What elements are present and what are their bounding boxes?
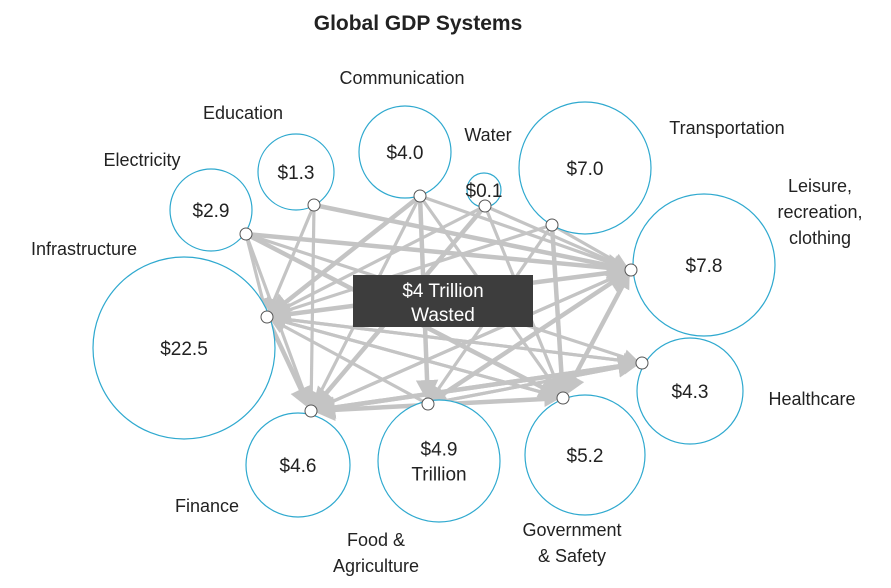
flow-arrow-education-to-finance [303, 204, 320, 409]
food-label: Food & [347, 530, 405, 550]
healthcare-bubble [636, 337, 744, 445]
leisure-label: recreation, [777, 202, 862, 222]
leisure-value: $7.8 [686, 256, 723, 277]
communication-label: Communication [339, 68, 464, 88]
flow-arrow-communication-to-infrastructure [268, 194, 422, 317]
transportation-label: Transportation [669, 118, 784, 138]
communication-value: $4.0 [387, 143, 424, 164]
government-bubble [524, 394, 646, 516]
flow-arrow-communication-to-leisure [419, 194, 629, 272]
flow-arrow-electricity-to-leisure [245, 231, 630, 279]
flow-arrow-water-to-infrastructure [269, 204, 486, 316]
flow-arrow-transportation-to-government [549, 224, 573, 397]
flow-arrow-finance-to-leisure [310, 270, 629, 413]
education-value: $1.3 [278, 163, 315, 184]
food-value: Trillion [411, 465, 466, 486]
callout-box [353, 275, 533, 327]
flow-arrow-transportation-to-infrastructure [269, 223, 553, 319]
electricity-value: $2.9 [193, 201, 230, 222]
education-bubble [257, 133, 335, 211]
wasted-callout: $4 Trillion Wasted [353, 275, 533, 327]
communication-bubble [358, 105, 452, 199]
system-labels: Infrastructure Electricity Education Commun… [31, 68, 863, 576]
flow-arrow-electricity-to-infrastructure [244, 233, 271, 315]
food-port [421, 397, 435, 411]
education-port [307, 198, 321, 212]
system-bubbles: $22.5 $2.9 $1.3 $4.0 $0.1 $7.0 $7.8 $4.3 $5.2 $4.… [92, 101, 776, 523]
healthcare-port [635, 356, 649, 370]
healthcare-value: $4.3 [672, 382, 709, 403]
flow-arrow-government-to-infrastructure [269, 314, 564, 400]
finance-port [304, 404, 318, 418]
leisure-port [624, 263, 638, 277]
transportation-bubble [518, 101, 652, 235]
flow-arrow-finance-to-healthcare [310, 355, 641, 414]
government-label: Government [522, 520, 621, 540]
government-value: $5.2 [567, 446, 604, 467]
callout-line-1: $4 Trillion [402, 281, 483, 302]
infrastructure-port [260, 310, 274, 324]
water-value: $0.1 [466, 181, 503, 202]
infrastructure-value: $22.5 [160, 339, 208, 360]
communication-port [413, 189, 427, 203]
infrastructure-label: Infrastructure [31, 239, 137, 259]
flow-arrow-water-to-leisure [484, 204, 629, 270]
flow-arrow-food-to-infrastructure [269, 318, 429, 406]
infrastructure-bubble [92, 256, 276, 440]
leisure-label: clothing [789, 228, 851, 248]
food-bubble [377, 399, 501, 523]
education-label: Education [203, 103, 283, 123]
finance-value: $4.6 [280, 456, 317, 477]
connection-ports [239, 189, 649, 418]
flow-arrow-healthcare-to-infrastructure [269, 311, 643, 365]
diagram-title: Global GDP Systems [314, 12, 523, 35]
flow-arrow-education-to-leisure [313, 202, 630, 277]
transportation-port [545, 218, 559, 232]
healthcare-label: Healthcare [768, 389, 855, 409]
transportation-value: $7.0 [567, 159, 604, 180]
government-label: & Safety [538, 546, 606, 566]
electricity-bubble [169, 168, 253, 252]
flow-arrow-food-to-leisure [426, 270, 630, 406]
government-port [556, 391, 570, 405]
finance-label: Finance [175, 496, 239, 516]
electricity-label: Electricity [103, 150, 180, 170]
flow-arrow-transportation-to-leisure [551, 223, 629, 269]
water-port [478, 199, 492, 213]
leisure-label: Leisure, [788, 176, 852, 196]
food-value: $4.9 [421, 440, 458, 461]
water-label: Water [464, 125, 511, 145]
electricity-port [239, 227, 253, 241]
food-label: Agriculture [333, 556, 419, 576]
callout-line-2: Wasted [411, 305, 475, 326]
finance-bubble [245, 412, 351, 518]
